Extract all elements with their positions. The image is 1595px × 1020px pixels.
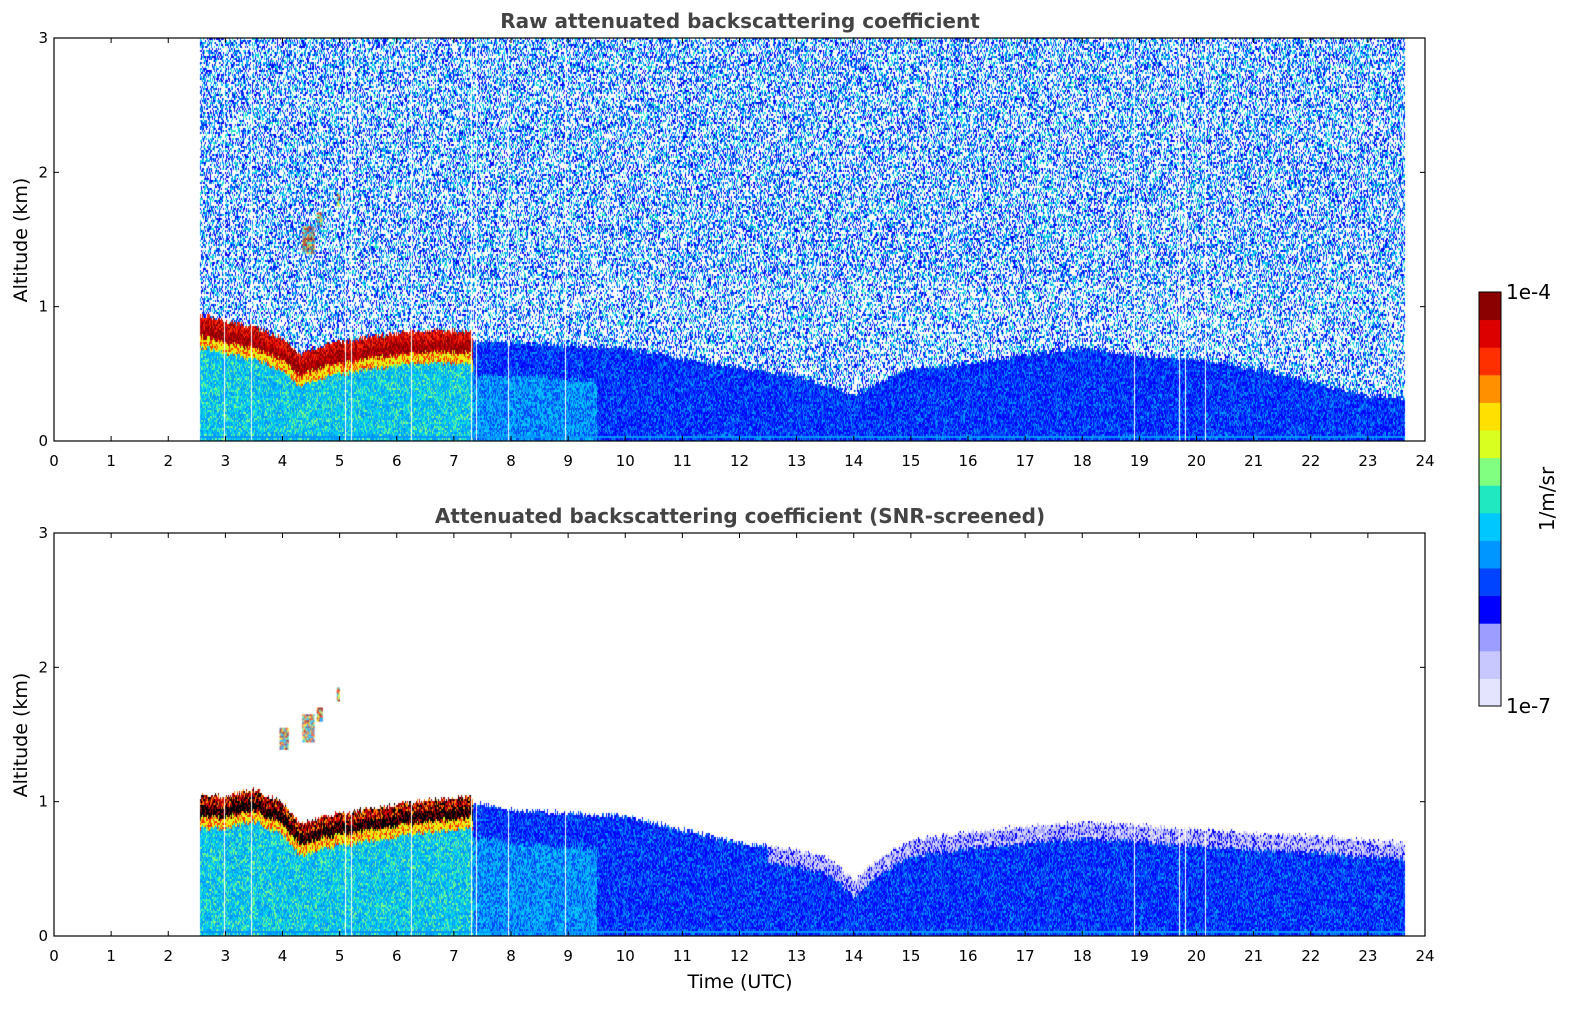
colorbar-step xyxy=(1479,568,1501,597)
x-tick-label: 17 xyxy=(1016,947,1035,965)
x-tick-label: 11 xyxy=(673,452,692,470)
colorbar-unit-label: 1/m/sr xyxy=(1535,466,1559,531)
y-tick-label: 3 xyxy=(38,524,48,542)
x-tick-label: 7 xyxy=(449,947,459,965)
x-tick-label: 1 xyxy=(106,947,116,965)
x-tick-label: 8 xyxy=(506,452,516,470)
bottom-panel-y-ticks: 0 1 2 3 xyxy=(38,524,1425,945)
top-panel-title: Raw attenuated backscattering coefficien… xyxy=(500,9,980,33)
colorbar-step xyxy=(1479,457,1501,486)
x-tick-label: 18 xyxy=(1073,947,1092,965)
x-tick-label: 15 xyxy=(901,947,920,965)
x-tick-label: 2 xyxy=(163,947,173,965)
x-tick-label: 18 xyxy=(1073,452,1092,470)
colorbar-step xyxy=(1479,319,1501,348)
colorbar-step xyxy=(1479,292,1501,321)
x-tick-label: 8 xyxy=(506,947,516,965)
top-panel: Raw attenuated backscattering coefficien… xyxy=(10,9,1435,470)
x-tick-label: 16 xyxy=(958,947,977,965)
colorbar-step xyxy=(1479,485,1501,514)
x-tick-label: 10 xyxy=(616,452,635,470)
x-tick-label: 19 xyxy=(1130,452,1149,470)
top-panel-plot-area xyxy=(54,38,1425,441)
x-tick-label: 20 xyxy=(1187,947,1206,965)
colorbar-step xyxy=(1479,402,1501,431)
x-tick-label: 14 xyxy=(844,947,863,965)
bottom-panel: Attenuated backscattering coefficient (S… xyxy=(10,504,1435,993)
x-tick-label: 22 xyxy=(1301,452,1320,470)
x-tick-label: 6 xyxy=(392,947,402,965)
x-tick-label: 7 xyxy=(449,452,459,470)
x-tick-label: 12 xyxy=(730,947,749,965)
colorbar: 1e-4 1e-7 1/m/sr xyxy=(1478,280,1559,718)
y-tick-label: 2 xyxy=(38,658,48,676)
top-panel-x-ticks: 0 1 2 3 4 5 6 7 8 9 10 11 12 13 14 15 16 17 18 19 20 21 22 23 24 xyxy=(49,38,1435,470)
x-tick-label: 9 xyxy=(563,947,573,965)
x-tick-label: 19 xyxy=(1130,947,1149,965)
top-panel-y-axis-label: Altitude (km) xyxy=(10,178,32,303)
x-tick-label: 0 xyxy=(49,452,59,470)
colorbar-step xyxy=(1479,347,1501,376)
y-tick-label: 1 xyxy=(38,793,48,811)
x-tick-label: 22 xyxy=(1301,947,1320,965)
x-tick-label: 3 xyxy=(221,947,231,965)
x-tick-label: 12 xyxy=(730,452,749,470)
y-tick-label: 3 xyxy=(38,29,48,47)
colorbar-max-label: 1e-4 xyxy=(1506,280,1551,304)
bottom-panel-plot-area xyxy=(54,533,1425,936)
x-tick-label: 2 xyxy=(163,452,173,470)
x-tick-label: 23 xyxy=(1358,947,1377,965)
x-tick-label: 10 xyxy=(616,947,635,965)
x-tick-label: 21 xyxy=(1244,452,1263,470)
x-tick-label: 4 xyxy=(278,947,288,965)
colorbar-step xyxy=(1479,374,1501,403)
top-panel-y-ticks: 0 1 2 3 xyxy=(38,29,1425,450)
x-tick-label: 3 xyxy=(221,452,231,470)
x-tick-label: 16 xyxy=(958,452,977,470)
bottom-panel-x-ticks: 0 1 2 3 4 5 6 7 8 9 10 11 12 13 14 15 16 17 18 19 20 21 22 23 24 xyxy=(49,533,1435,965)
x-tick-label: 17 xyxy=(1016,452,1035,470)
x-tick-label: 24 xyxy=(1415,452,1434,470)
colorbar-step xyxy=(1479,512,1501,541)
y-tick-label: 1 xyxy=(38,298,48,316)
bottom-panel-y-axis-label: Altitude (km) xyxy=(10,673,32,798)
colorbar-step xyxy=(1479,650,1501,679)
x-tick-label: 13 xyxy=(787,452,806,470)
x-tick-label: 6 xyxy=(392,452,402,470)
x-tick-label: 14 xyxy=(844,452,863,470)
y-tick-label: 2 xyxy=(38,163,48,181)
colorbar-step xyxy=(1479,678,1501,707)
x-tick-label: 5 xyxy=(335,452,345,470)
x-tick-label: 0 xyxy=(49,947,59,965)
colorbar-frame xyxy=(1478,291,1502,707)
colorbar-step xyxy=(1479,430,1501,459)
x-tick-label: 1 xyxy=(106,452,116,470)
y-tick-label: 0 xyxy=(38,927,48,945)
x-tick-label: 20 xyxy=(1187,452,1206,470)
y-tick-label: 0 xyxy=(38,432,48,450)
colorbar-step xyxy=(1479,623,1501,652)
x-axis-label: Time (UTC) xyxy=(686,971,792,993)
colorbar-step xyxy=(1479,595,1501,624)
x-tick-label: 21 xyxy=(1244,947,1263,965)
colorbar-step xyxy=(1479,540,1501,569)
bottom-panel-title: Attenuated backscattering coefficient (S… xyxy=(435,504,1045,528)
x-tick-label: 11 xyxy=(673,947,692,965)
x-tick-label: 23 xyxy=(1358,452,1377,470)
x-tick-label: 15 xyxy=(901,452,920,470)
x-tick-label: 5 xyxy=(335,947,345,965)
x-tick-label: 13 xyxy=(787,947,806,965)
x-tick-label: 9 xyxy=(563,452,573,470)
colorbar-steps xyxy=(1479,292,1501,707)
x-tick-label: 24 xyxy=(1415,947,1434,965)
x-tick-label: 4 xyxy=(278,452,288,470)
backscatter-heatmap xyxy=(54,533,1425,936)
colorbar-min-label: 1e-7 xyxy=(1506,694,1551,718)
backscatter-heatmap xyxy=(54,38,1425,441)
